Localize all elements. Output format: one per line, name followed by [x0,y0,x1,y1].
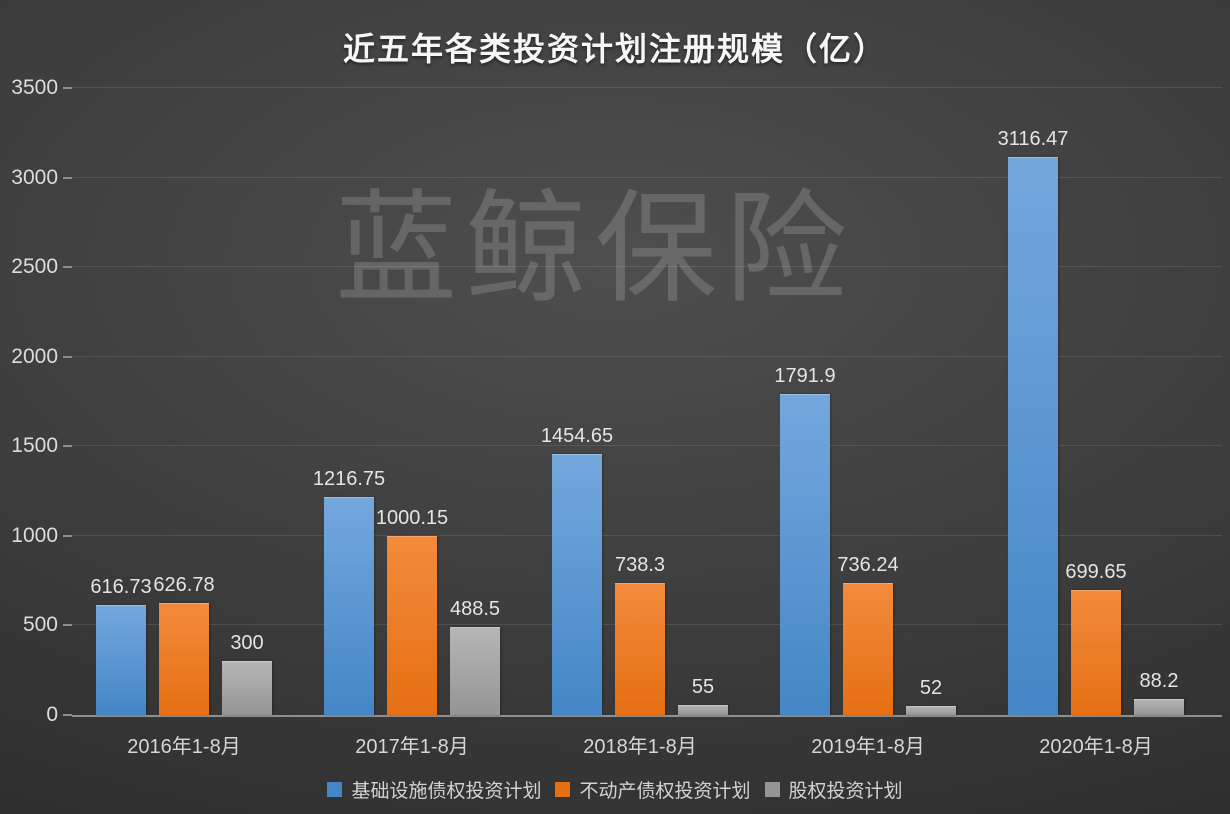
chart-title: 近五年各类投资计划注册规模（亿） [342,31,887,67]
bar-value-label: 699.65 [1065,561,1127,583]
bar-value-label: 300 [230,632,264,654]
bar: 52 [906,677,956,715]
bar: 616.73 [90,576,152,715]
y-tick-label: 500 [22,613,58,637]
bar: 699.65 [1065,561,1127,715]
bar-value-label: 1454.65 [540,425,614,447]
y-tick-label: 1000 [11,523,58,547]
bar: 626.78 [153,574,215,715]
bar-group: 616.73 626.78 300 [90,574,272,715]
x-tick-label: 2019年1-8月 [811,736,925,758]
bar-value-label: 88.2 [1139,670,1179,692]
bar-value-label: 55 [691,676,715,698]
gridline [72,87,1222,88]
y-tick-label: 2000 [11,344,58,368]
gridline [72,266,1222,268]
bar-value-label: 3116.47 [997,128,1069,150]
bar-value-label: 1791.9 [774,365,836,387]
y-tick-label: 3500 [11,76,58,99]
gridline [72,176,1222,178]
bar: 88.2 [1134,670,1184,715]
y-tick-label: 0 [46,703,58,726]
gridline [72,355,1222,357]
bar-group: 3116.47 699.65 88.2 [998,128,1184,715]
y-tick-label: 3000 [11,165,58,189]
y-tick-mark [63,714,72,716]
bar-value-label: 738.3 [614,554,666,576]
bar: 55 [678,676,728,715]
plot-area: 616.73 626.78 300 1216.75 1000.15 488.5 1454.6… [72,87,1222,717]
bar: 300 [222,632,272,715]
bar: 736.24 [837,554,899,715]
y-tick-label: 1500 [11,434,58,458]
bar: 1791.9 [774,365,836,715]
bar: 3116.47 [998,128,1068,715]
legend-label: 不动产债权投资计划 [579,781,751,802]
legend: 基础设施债权投资计划 不动产债权投资计划 股权投资计划 [0,776,1230,803]
bar-group: 1791.9 736.24 52 [774,365,956,715]
bar-value-label: 488.5 [449,598,501,620]
y-tick-mark [63,624,72,627]
bar: 1216.75 [313,468,385,715]
legend-label: 股权投资计划 [788,781,903,802]
legend-item: 股权投资计划 [764,776,903,803]
bar-group: 1454.65 738.3 55 [541,425,728,715]
y-tick-mark [63,534,72,537]
x-tick-label: 2017年1-8月 [355,736,469,758]
legend-label: 基础设施债权投资计划 [351,781,542,802]
y-tick-label: 2500 [11,255,58,279]
x-tick-label: 2020年1-8月 [1039,736,1153,758]
x-tick-label: 2016年1-8月 [127,736,241,758]
y-tick-mark [63,445,72,448]
bar-value-label: 1216.75 [312,468,386,490]
gridline [72,534,1222,536]
legend-swatch-icon [555,782,571,797]
y-tick-mark [63,87,72,89]
bar-value-label: 736.24 [837,554,899,576]
bar-value-label: 52 [919,677,943,699]
bar-value-label: 1000.15 [375,507,449,529]
legend-item: 不动产债权投资计划 [555,776,751,803]
y-tick-mark [63,355,72,358]
bar: 488.5 [450,598,500,715]
y-tick-mark [63,266,72,269]
bar: 1454.65 [541,425,613,715]
legend-swatch-icon [327,782,343,797]
bar-value-label: 616.73 [90,576,152,598]
legend-swatch-icon [764,782,780,797]
y-tick-mark [63,176,72,179]
x-tick-label: 2018年1-8月 [583,736,697,758]
bar-value-label: 626.78 [153,574,215,596]
bar: 738.3 [615,554,665,715]
bar-group: 1216.75 1000.15 488.5 [313,468,500,715]
legend-item: 基础设施债权投资计划 [327,776,541,803]
bar: 1000.15 [376,507,448,715]
gridline [72,445,1222,447]
